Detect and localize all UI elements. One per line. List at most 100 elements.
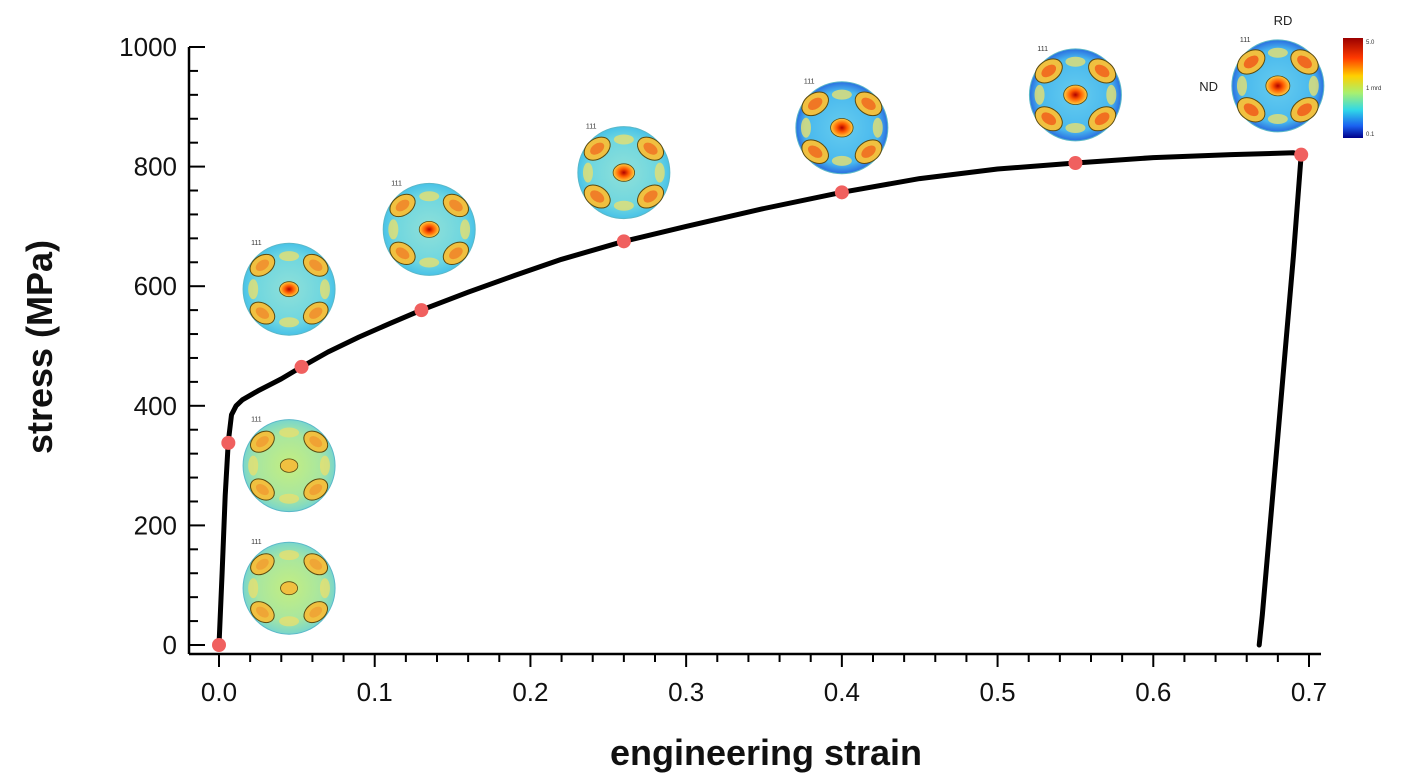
y-tick-label: 200 [134, 510, 177, 540]
texture-side-lobe [613, 134, 634, 145]
data-point-marker [1068, 156, 1083, 171]
texture-center-spot [279, 281, 299, 298]
texture-side-lobe [319, 578, 330, 599]
plot-area [212, 147, 1309, 652]
texture-side-lobe [831, 89, 852, 100]
y-tick-label: 600 [134, 271, 177, 301]
texture-lobe-core [808, 97, 823, 111]
texture-side-lobe [279, 493, 300, 504]
stress-strain-curve [216, 150, 1304, 648]
texture-lobe-core [449, 247, 463, 260]
texture-side-lobe [248, 279, 259, 300]
colorbar [1343, 38, 1363, 138]
texture-lobe-core [1243, 55, 1259, 69]
pole-figure-inset: 111 [382, 180, 476, 276]
texture-lobe-core [1094, 112, 1110, 126]
pole-figure-label: 111 [1037, 46, 1048, 53]
texture-lobe-core [309, 259, 323, 272]
texture-center-spot [280, 581, 298, 596]
texture-center-spot [279, 458, 299, 473]
texture-side-lobe [831, 155, 852, 166]
pole-figure-inset: 111 [795, 79, 889, 175]
texture-lobe-core [1297, 55, 1312, 69]
pole-figure-label: 111 [251, 417, 262, 424]
texture-side-lobe [248, 455, 259, 476]
y-tick-label: 1000 [119, 32, 177, 62]
texture-side-lobe [1034, 84, 1045, 105]
texture-lobe-core [1041, 112, 1057, 126]
data-point-marker [294, 359, 309, 374]
texture-lobe-core [256, 606, 269, 618]
pole-figure-inset: 111 [242, 417, 336, 513]
pole-figure-label: 111 [251, 539, 262, 546]
y-tick-label: 0 [163, 630, 177, 660]
texture-side-lobe [279, 616, 300, 627]
texture-side-lobe [279, 251, 300, 262]
data-point-marker [834, 185, 849, 200]
texture-lobe-core [643, 190, 658, 203]
texture-side-lobe [460, 219, 471, 240]
data-point-marker [221, 435, 236, 450]
texture-side-lobe [1267, 113, 1288, 124]
pole-figure-label: 111 [391, 180, 402, 187]
x-axis-title: engineering strain [610, 732, 922, 773]
texture-center-spot [1063, 84, 1088, 105]
texture-side-lobe [279, 427, 300, 438]
pole-figure-inset: 111 [577, 124, 671, 220]
y-axis-title: stress (MPa) [19, 240, 60, 454]
texture-lobe [249, 430, 275, 453]
colorbar-min-label: 0.1 [1366, 132, 1375, 138]
data-point-marker [414, 303, 429, 318]
texture-lobe-core [808, 145, 823, 158]
texture-lobe-core [255, 307, 270, 319]
texture-center-spot [1265, 75, 1291, 97]
texture-side-lobe [1106, 84, 1117, 105]
texture-side-lobe [279, 317, 300, 328]
texture-side-lobe [419, 257, 440, 268]
texture-lobe-core [590, 190, 605, 203]
pole-figure-insets: 111 111 111 111 111 111 111 111 [242, 37, 1325, 635]
x-tick-label: 0.0 [201, 677, 237, 707]
texture-side-lobe [388, 219, 399, 240]
texture-side-lobe [1065, 56, 1086, 67]
texture-side-lobe [582, 162, 593, 183]
texture-lobe [249, 478, 275, 501]
texture-side-lobe [248, 578, 259, 599]
data-point-marker [616, 234, 631, 249]
texture-lobe [303, 553, 329, 576]
x-tick-label: 0.3 [668, 677, 704, 707]
y-tick-label: 800 [134, 152, 177, 182]
x-tick-label: 0.1 [357, 677, 393, 707]
texture-lobe [303, 430, 329, 453]
texture-lobe-core [1243, 103, 1259, 117]
texture-center-spot [418, 220, 440, 238]
texture-lobe-core [309, 436, 323, 448]
axes: 0.0 0.1 0.2 0.3 0.4 0.5 0.6 0.7 0 200 400 600 800 100… [119, 32, 1327, 707]
texture-lobe [303, 601, 329, 624]
data-point-marker [1294, 147, 1309, 162]
texture-side-lobe [1236, 75, 1247, 96]
texture-side-lobe [419, 191, 440, 202]
texture-lobe-core [255, 436, 269, 448]
texture-lobe-core [861, 97, 876, 111]
data-point-marker [212, 638, 226, 652]
texture-lobe-core [395, 199, 410, 212]
texture-lobe-core [256, 558, 269, 570]
texture-lobe-core [309, 307, 323, 319]
pole-figure-label: 111 [804, 79, 815, 86]
texture-lobe-core [255, 483, 269, 496]
texture-lobe-core [1094, 64, 1110, 78]
texture-center-spot [830, 118, 854, 138]
texture-lobe-core [590, 142, 605, 155]
pole-figure-label: 111 [586, 124, 597, 131]
texture-side-lobe [279, 550, 300, 561]
texture-lobe-core [643, 142, 658, 155]
x-tick-label: 0.4 [824, 677, 860, 707]
rd-annotation: RD [1274, 13, 1293, 28]
x-tick-label: 0.6 [1135, 677, 1171, 707]
texture-lobe [250, 601, 275, 624]
texture-lobe-core [395, 247, 410, 260]
x-tick-label: 0.2 [512, 677, 548, 707]
colorbar-mid-label: 1 mrd [1366, 86, 1381, 92]
